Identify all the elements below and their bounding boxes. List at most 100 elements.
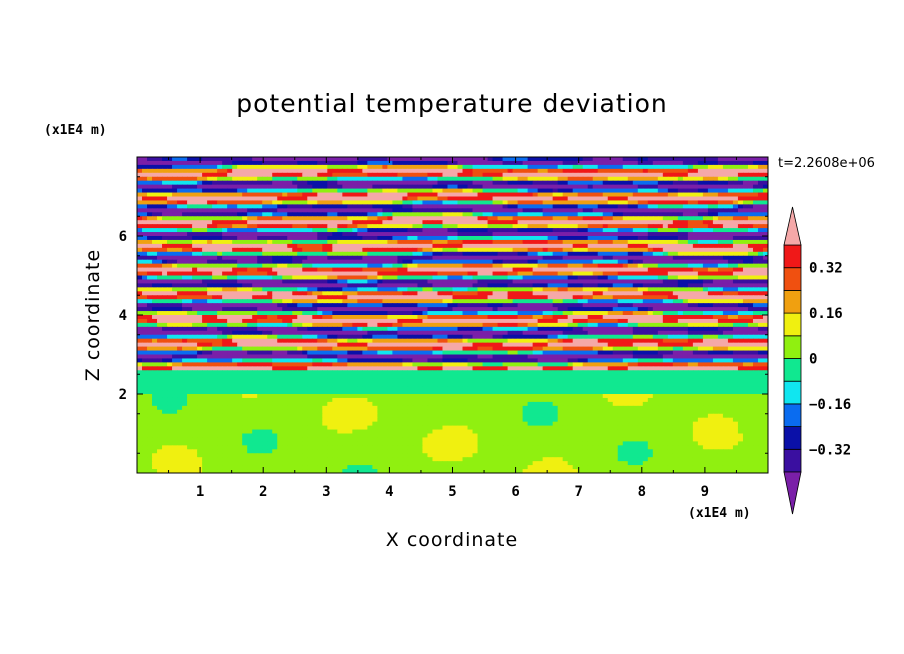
field-cell: [382, 275, 388, 281]
field-cell: [567, 303, 574, 308]
field-cell: [687, 172, 694, 178]
field-cell: [197, 283, 203, 288]
field-cell: [387, 307, 394, 312]
field-cell: [187, 168, 193, 174]
field-cell: [162, 259, 168, 265]
field-cell: [757, 251, 764, 257]
field-cell: [752, 251, 759, 257]
field-cell: [662, 303, 669, 308]
field-cell: [592, 239, 599, 245]
field-cell: [367, 168, 373, 174]
field-cell: [542, 204, 549, 209]
field-cell: [577, 287, 584, 292]
field-cell: [442, 168, 449, 174]
field-cell: [302, 279, 308, 284]
field-cell: [717, 228, 724, 233]
field-cell: [647, 267, 654, 273]
field-cell: [477, 287, 484, 292]
field-cell: [582, 224, 589, 229]
field-cell: [212, 271, 218, 277]
field-cell: [532, 283, 539, 288]
field-cell: [242, 208, 248, 213]
field-cell: [547, 224, 554, 229]
field-cell: [312, 172, 318, 178]
field-cell: [537, 236, 544, 241]
field-cell: [737, 192, 744, 198]
field-cell: [347, 224, 353, 229]
field-cell: [157, 307, 163, 312]
field-cell: [562, 228, 569, 233]
field-cell: [147, 267, 153, 273]
field-cell: [757, 275, 764, 281]
field-cell: [497, 208, 504, 213]
field-cell: [617, 157, 624, 162]
field-cell: [397, 200, 404, 205]
field-cell: [652, 243, 659, 249]
field-cell: [247, 299, 253, 304]
field-cell: [432, 164, 439, 170]
field-cell: [282, 160, 288, 166]
field-cell: [362, 287, 368, 292]
field-cell: [167, 196, 173, 202]
field-cell: [297, 220, 303, 225]
field-cell: [672, 208, 679, 213]
field-cell: [682, 271, 689, 277]
field-cell: [547, 212, 554, 217]
field-cell: [557, 200, 564, 205]
field-cell: [202, 224, 208, 229]
field-cell: [372, 220, 378, 225]
field-cell: [567, 255, 574, 261]
field-cell: [747, 232, 754, 237]
field-cell: [607, 208, 614, 213]
field-cell: [672, 172, 679, 178]
field-cell: [412, 188, 419, 194]
field-cell: [187, 251, 193, 257]
field-cell: [637, 295, 644, 300]
field-cell: [542, 275, 549, 281]
field-cell: [622, 295, 629, 300]
field-cell: [537, 303, 544, 308]
field-cell: [647, 176, 654, 182]
field-cell: [297, 239, 303, 245]
field-cell: [742, 243, 749, 249]
field-cell: [442, 271, 449, 277]
field-cell: [692, 224, 699, 229]
field-cell: [562, 303, 569, 308]
field-cell: [487, 251, 494, 257]
field-cell: [142, 164, 148, 170]
field-cell: [337, 259, 343, 265]
field-cell: [162, 172, 168, 178]
field-cell: [557, 271, 564, 277]
field-cell: [542, 255, 549, 261]
field-cell: [437, 176, 444, 182]
field-cell: [722, 224, 729, 229]
field-cell: [667, 232, 674, 237]
field-cell: [387, 184, 394, 190]
field-cell: [137, 275, 143, 281]
field-cell: [427, 204, 434, 209]
field-cell: [357, 172, 363, 178]
field-cell: [172, 259, 178, 265]
field-cell: [602, 295, 609, 300]
field-cell: [562, 164, 569, 170]
field-cell: [452, 295, 459, 300]
field-cell: [672, 299, 679, 304]
field-cell: [602, 243, 609, 249]
field-cell: [327, 247, 333, 253]
field-cell: [497, 247, 504, 253]
field-cell: [762, 283, 768, 288]
field-cell: [722, 271, 729, 277]
field-cell: [192, 160, 198, 166]
field-cell: [617, 291, 624, 296]
field-cell: [482, 247, 489, 253]
field-cell: [607, 176, 614, 182]
field-cell: [557, 243, 564, 249]
field-cell: [607, 267, 614, 273]
field-cell: [627, 180, 634, 186]
field-cell: [327, 208, 333, 213]
field-cell: [257, 283, 263, 288]
field-cell: [227, 263, 233, 269]
field-cell: [452, 279, 459, 284]
field-cell: [167, 220, 173, 225]
field-cell: [487, 236, 494, 241]
